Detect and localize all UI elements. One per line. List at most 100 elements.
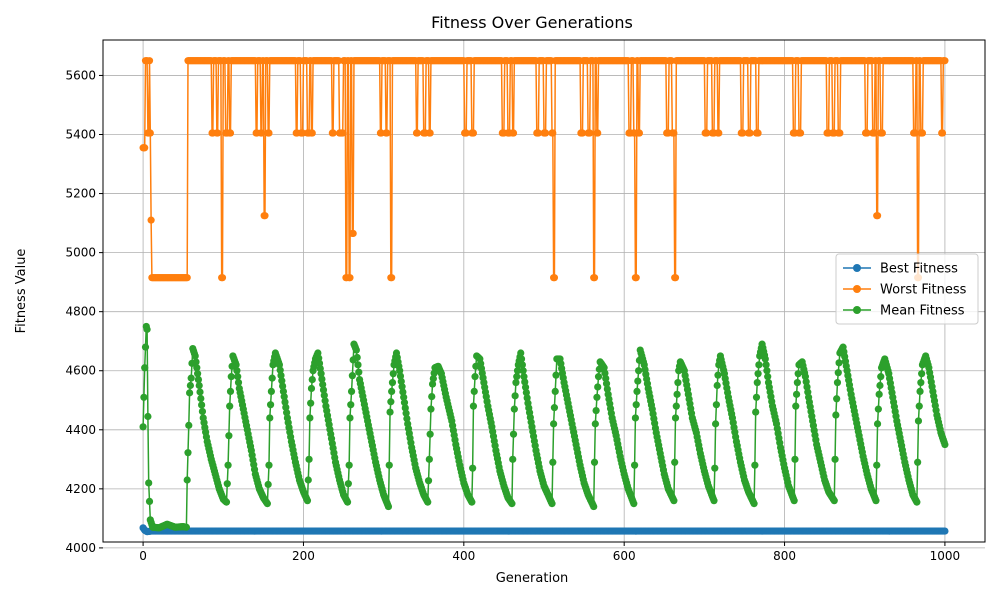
worst-fitness-point bbox=[146, 129, 154, 137]
mean-fitness-point bbox=[307, 399, 315, 407]
mean-fitness-point bbox=[790, 497, 798, 505]
mean-fitness-point bbox=[521, 383, 530, 391]
mean-fitness-point bbox=[319, 380, 327, 389]
mean-fitness-point bbox=[389, 370, 397, 378]
mean-fitness-point bbox=[873, 461, 881, 469]
mean-fitness-point bbox=[762, 361, 770, 369]
mean-fitness-point bbox=[402, 409, 410, 417]
worst-fitness-point bbox=[754, 129, 762, 137]
mean-fitness-point bbox=[308, 375, 316, 384]
mean-fitness-point bbox=[833, 378, 842, 387]
mean-fitness-point bbox=[590, 502, 598, 511]
x-axis-ticks: 0 200 400 600 800 1000 bbox=[139, 542, 960, 563]
mean-fitness-point bbox=[594, 373, 603, 381]
mean-fitness-point bbox=[750, 500, 758, 508]
mean-fitness-point bbox=[306, 414, 314, 422]
y-tick-label: 4400 bbox=[65, 423, 96, 437]
worst-fitness-point bbox=[388, 274, 396, 282]
mean-fitness-point bbox=[140, 393, 148, 401]
mean-fitness-point bbox=[519, 367, 527, 375]
mean-fitness-point bbox=[183, 476, 191, 484]
mean-fitness-point bbox=[793, 378, 801, 387]
mean-fitness-point bbox=[874, 405, 882, 413]
mean-fitness-point bbox=[761, 355, 769, 363]
mean-fitness-point bbox=[834, 369, 842, 377]
mean-fitness-point bbox=[876, 381, 884, 390]
mean-fitness-point bbox=[279, 387, 288, 395]
mean-fitness-point bbox=[833, 395, 841, 403]
mean-fitness-point bbox=[387, 398, 395, 406]
mean-fitness-point bbox=[751, 461, 759, 469]
mean-fitness-point bbox=[279, 382, 287, 390]
worst-fitness-point bbox=[542, 129, 550, 137]
mean-fitness-point bbox=[265, 461, 273, 469]
mean-fitness-point bbox=[282, 403, 290, 411]
mean-fitness-point bbox=[225, 432, 233, 440]
mean-fitness-point bbox=[227, 373, 235, 381]
chart-title: Fitness Over Generations bbox=[431, 13, 633, 32]
mean-fitness-point bbox=[318, 375, 326, 383]
worst-fitness-point bbox=[509, 129, 518, 137]
worst-fitness-point bbox=[918, 129, 927, 137]
mean-fitness-point bbox=[670, 497, 678, 505]
mean-fitness-point bbox=[319, 386, 328, 394]
mean-fitness-point bbox=[191, 352, 199, 360]
worst-fitness-point bbox=[796, 129, 805, 137]
worst-fitness-point bbox=[226, 129, 235, 137]
mean-fitness-point bbox=[139, 423, 147, 431]
mean-fitness-point bbox=[509, 430, 518, 438]
mean-fitness-point bbox=[591, 420, 599, 428]
worst-fitness-point bbox=[218, 274, 227, 282]
x-tick-label: 800 bbox=[773, 549, 796, 563]
worst-fitness-point bbox=[863, 129, 871, 137]
mean-fitness-point bbox=[185, 421, 193, 429]
worst-fitness-point bbox=[703, 129, 711, 137]
mean-fitness-point bbox=[672, 402, 680, 410]
mean-fitness-point bbox=[303, 497, 312, 505]
mean-fitness-point bbox=[714, 371, 722, 379]
mean-fitness-point bbox=[755, 361, 763, 369]
mean-fitness-point bbox=[469, 402, 478, 410]
legend-marker bbox=[853, 306, 861, 314]
mean-fitness-point bbox=[353, 353, 361, 362]
mean-fitness-point bbox=[630, 500, 638, 508]
worst-fitness-point bbox=[878, 129, 886, 137]
worst-fitness-point bbox=[739, 129, 747, 137]
mean-fitness-point bbox=[321, 397, 329, 405]
legend-label: Worst Fitness bbox=[880, 283, 967, 298]
mean-fitness-point bbox=[186, 389, 194, 397]
worst-fitness-point bbox=[413, 129, 421, 137]
legend-marker bbox=[853, 264, 861, 272]
mean-fitness-point bbox=[307, 384, 316, 393]
worst-fitness-point bbox=[534, 129, 542, 137]
worst-fitness-point bbox=[258, 129, 266, 137]
best-fitness-point bbox=[941, 527, 949, 535]
mean-fitness-point bbox=[916, 387, 924, 395]
worst-fitness-point bbox=[578, 129, 587, 137]
mean-fitness-point bbox=[305, 455, 313, 463]
mean-fitness-point bbox=[400, 393, 408, 401]
mean-fitness-point bbox=[593, 393, 601, 401]
x-axis-label: Generation bbox=[496, 571, 569, 586]
mean-fitness-point bbox=[631, 414, 640, 422]
worst-fitness-point bbox=[383, 129, 391, 137]
mean-fitness-point bbox=[470, 387, 478, 395]
worst-fitness-point bbox=[836, 129, 844, 137]
y-tick-label: 4000 bbox=[65, 541, 96, 555]
mean-fitness-point bbox=[835, 359, 843, 367]
mean-fitness-point bbox=[594, 383, 602, 391]
mean-fitness-point bbox=[424, 477, 433, 485]
mean-fitness-point bbox=[267, 387, 275, 395]
mean-fitness-point bbox=[348, 372, 356, 380]
mean-fitness-point bbox=[794, 370, 802, 378]
y-axis-label: Fitness Value bbox=[14, 249, 29, 334]
mean-fitness-point bbox=[347, 387, 356, 395]
mean-fitness-point bbox=[264, 480, 272, 489]
mean-fitness-point bbox=[711, 420, 720, 428]
mean-fitness-point bbox=[144, 412, 152, 421]
mean-fitness-point bbox=[398, 383, 406, 391]
worst-fitness-point bbox=[214, 129, 222, 137]
mean-fitness-point bbox=[186, 381, 194, 390]
mean-fitness-point bbox=[280, 393, 288, 401]
mean-fitness-point bbox=[713, 381, 721, 390]
